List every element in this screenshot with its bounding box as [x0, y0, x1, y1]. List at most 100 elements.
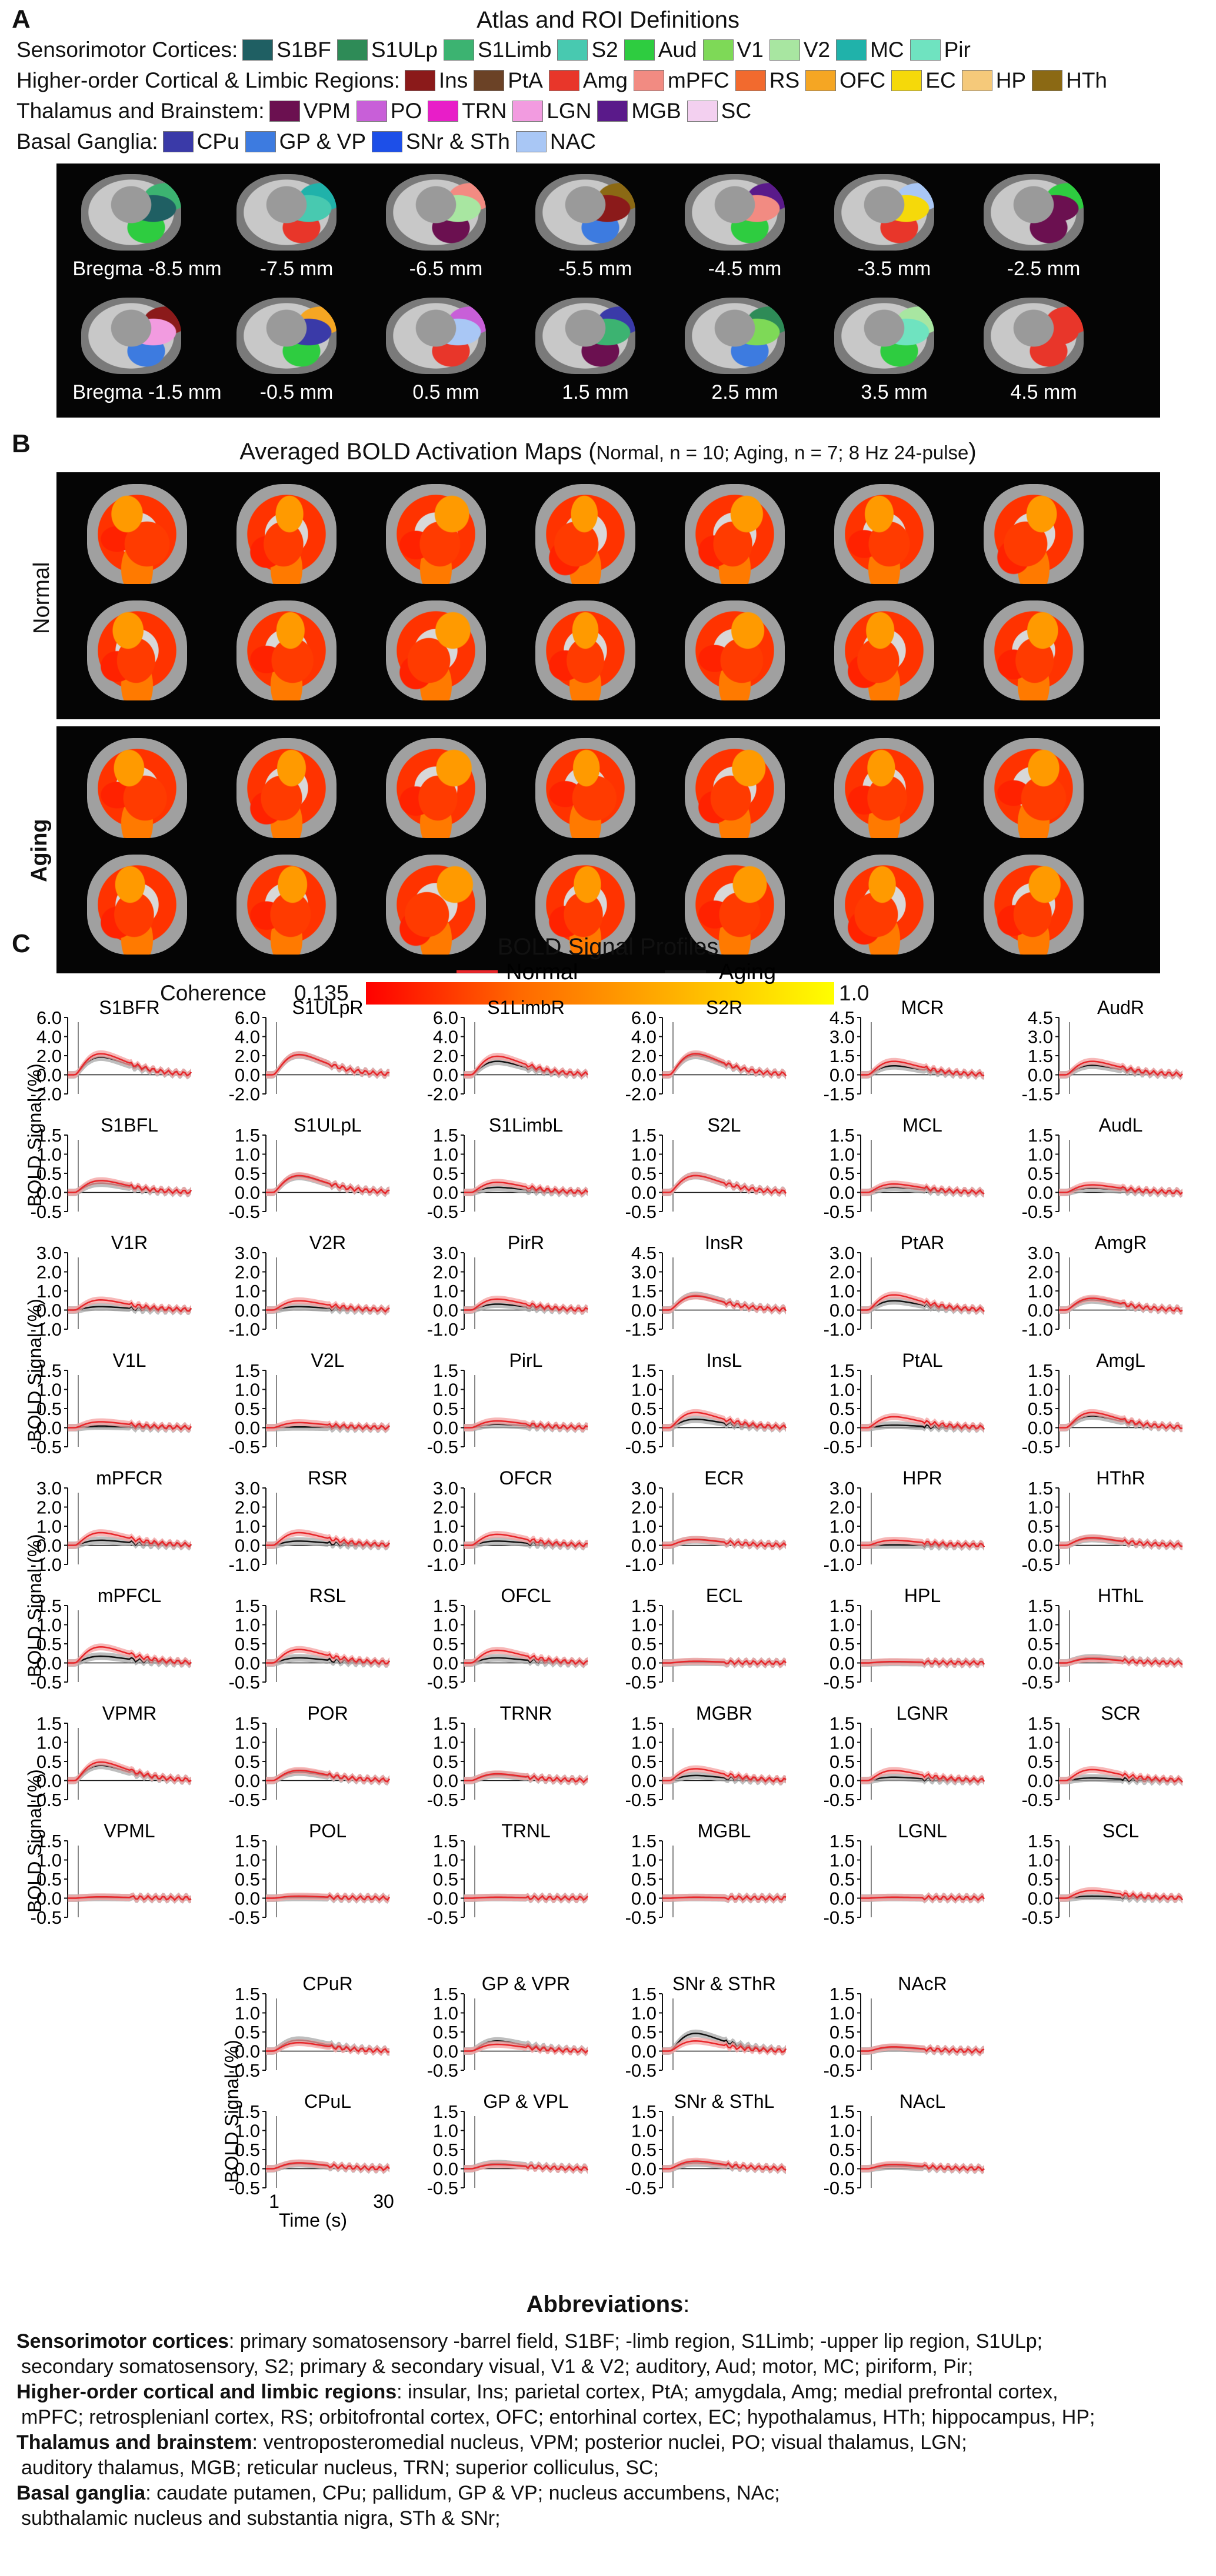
legend-group-header: Basal Ganglia:	[16, 129, 158, 154]
y-tick-label: -1.0	[824, 1319, 855, 1340]
profile-panel: 1.51.00.50.0-0.5 PirL	[427, 1350, 588, 1457]
activation-slice	[87, 738, 187, 838]
y-tick-label: -0.5	[427, 1790, 458, 1810]
normal-band	[266, 1051, 389, 1079]
y-tick-label: 0.5	[433, 1634, 458, 1654]
panel-b-title: Averaged BOLD Activation Maps (Normal, n…	[0, 439, 1216, 465]
profile-panel: 4.53.01.50.0-1.5 InsR	[625, 1232, 787, 1340]
y-tick-label: 2.0	[235, 1262, 260, 1283]
y-tick-label: -0.5	[31, 1790, 62, 1810]
legend-item: V2	[769, 38, 830, 62]
y-tick-label: -0.5	[1022, 1672, 1053, 1693]
legend-group-row: Higher-order Cortical & Limbic Regions: I…	[16, 68, 1113, 93]
activation-slice	[236, 855, 337, 955]
profile-panel: 1.51.00.50.0-0.5 MCL	[824, 1115, 985, 1222]
y-tick-label: 1.5	[36, 1713, 62, 1734]
normal-band	[1059, 1057, 1182, 1080]
y-tick-label: -0.5	[625, 1790, 657, 1810]
legend-item-label: OFC	[839, 68, 886, 92]
y-tick-label: 0.5	[631, 1634, 657, 1654]
y-tick-label: 0.5	[1028, 1516, 1053, 1537]
normal-band	[68, 1296, 191, 1315]
normal-line	[266, 1894, 390, 1901]
activation-slice	[386, 600, 486, 700]
y-tick-label: 0.0	[235, 1183, 260, 1203]
legend-swatch	[836, 39, 867, 61]
activation-slice	[535, 855, 635, 955]
panel-title: PirL	[509, 1350, 543, 1371]
y-tick-label: 1.0	[433, 1516, 458, 1537]
abbreviation-line: Sensorimotor cortices: primary somatosen…	[16, 2329, 1205, 2354]
y-tick-label: 1.5	[829, 1831, 855, 1851]
profile-panel: 1.51.00.50.0-0.5 HThR	[1022, 1467, 1183, 1575]
normal-line	[662, 1295, 787, 1312]
y-tick-label: 1.0	[631, 1516, 657, 1537]
panel-title: PirR	[508, 1232, 544, 1253]
y-tick-label: 1.5	[235, 1125, 260, 1146]
legend-item-label: HTh	[1066, 68, 1107, 92]
atlas-slice	[834, 298, 934, 374]
y-tick-label: 0.0	[36, 1065, 62, 1086]
y-tick-label: 1.5	[235, 1713, 260, 1734]
y-tick-label: 1.5	[829, 1046, 855, 1066]
y-tick-label: 2.0	[235, 1046, 260, 1066]
y-tick-label: 1.0	[235, 1144, 260, 1165]
activation-slice	[535, 484, 635, 584]
coherence-min: 0.135	[294, 981, 349, 1005]
y-tick-label: 0.5	[433, 1399, 458, 1419]
y-tick-label: 1.0	[631, 2121, 657, 2141]
y-tick-label: 1.0	[36, 1850, 62, 1871]
legend-group-header: Higher-order Cortical & Limbic Regions:	[16, 68, 400, 92]
panel-title: mPFCL	[98, 1585, 161, 1606]
y-tick-label: 1.0	[36, 1281, 62, 1302]
coherence-label: Coherence	[160, 981, 267, 1005]
y-tick-label: 0.0	[36, 1536, 62, 1556]
bregma-label: Bregma -8.5 mm	[72, 258, 222, 280]
normal-band	[266, 1646, 389, 1667]
atlas-slice	[685, 298, 785, 374]
profile-panel: 1.51.00.50.0-0.5 InsL	[625, 1350, 787, 1457]
normal-activation-panel	[56, 472, 1160, 719]
y-tick-label: 1.5	[631, 1281, 657, 1302]
legend-swatch	[1032, 70, 1063, 91]
panel-title: InsR	[705, 1232, 744, 1253]
profile-panel: 1.51.00.50.0-0.5 VPML	[31, 1820, 192, 1928]
y-tick-label: 1.0	[433, 2003, 458, 2024]
normal-line	[266, 1770, 391, 1783]
y-tick-label: 1.0	[829, 1850, 855, 1871]
y-tick-label: 1.5	[433, 1596, 458, 1616]
profile-panel: 1.51.00.50.0-0.5 LGNL	[824, 1820, 985, 1928]
activation-slice	[236, 738, 337, 838]
panel-b-title-details: Normal, n = 10; Aging, n = 7; 8 Hz 24-pu…	[596, 442, 969, 463]
y-tick-label: 1.0	[1028, 1733, 1053, 1753]
y-tick-label: 1.0	[235, 1281, 260, 1302]
y-tick-label: 1.0	[235, 1615, 260, 1636]
panel-title: AudR	[1097, 997, 1144, 1018]
y-tick-label: -0.5	[625, 2178, 657, 2198]
legend-item-label: NAC	[549, 129, 596, 154]
y-tick-label: -0.5	[229, 2060, 260, 2081]
panel-title: TRNL	[501, 1820, 551, 1841]
y-tick-label: 0.0	[631, 2159, 657, 2180]
y-tick-label: 1.0	[433, 1380, 458, 1400]
y-tick-label: 0.0	[235, 1065, 260, 1086]
y-tick-label: 0.5	[433, 1751, 458, 1772]
y-tick-label: 0.0	[36, 1418, 62, 1439]
y-tick-label: 0.0	[829, 1653, 855, 1674]
panel-title: NAcL	[899, 2091, 945, 2112]
panel-title: AmgR	[1095, 1232, 1147, 1253]
atlas-slice	[386, 298, 486, 374]
normal-band	[1059, 1409, 1182, 1432]
legend-item-label: Ins	[438, 68, 468, 92]
y-tick-label: -0.5	[427, 1202, 458, 1222]
y-tick-label: 3.0	[829, 1243, 855, 1263]
y-tick-label: 0.5	[1028, 1399, 1053, 1419]
y-tick-label: 1.0	[631, 1615, 657, 1636]
panel-title: LGNL	[898, 1820, 947, 1841]
legend-swatch	[805, 70, 837, 91]
panel-title: SCR	[1101, 1703, 1141, 1724]
y-tick-label: 0.0	[631, 1065, 657, 1086]
y-tick-label: 1.0	[235, 1733, 260, 1753]
y-tick-label: 2.0	[36, 1046, 62, 1066]
normal-line	[266, 2162, 390, 2171]
